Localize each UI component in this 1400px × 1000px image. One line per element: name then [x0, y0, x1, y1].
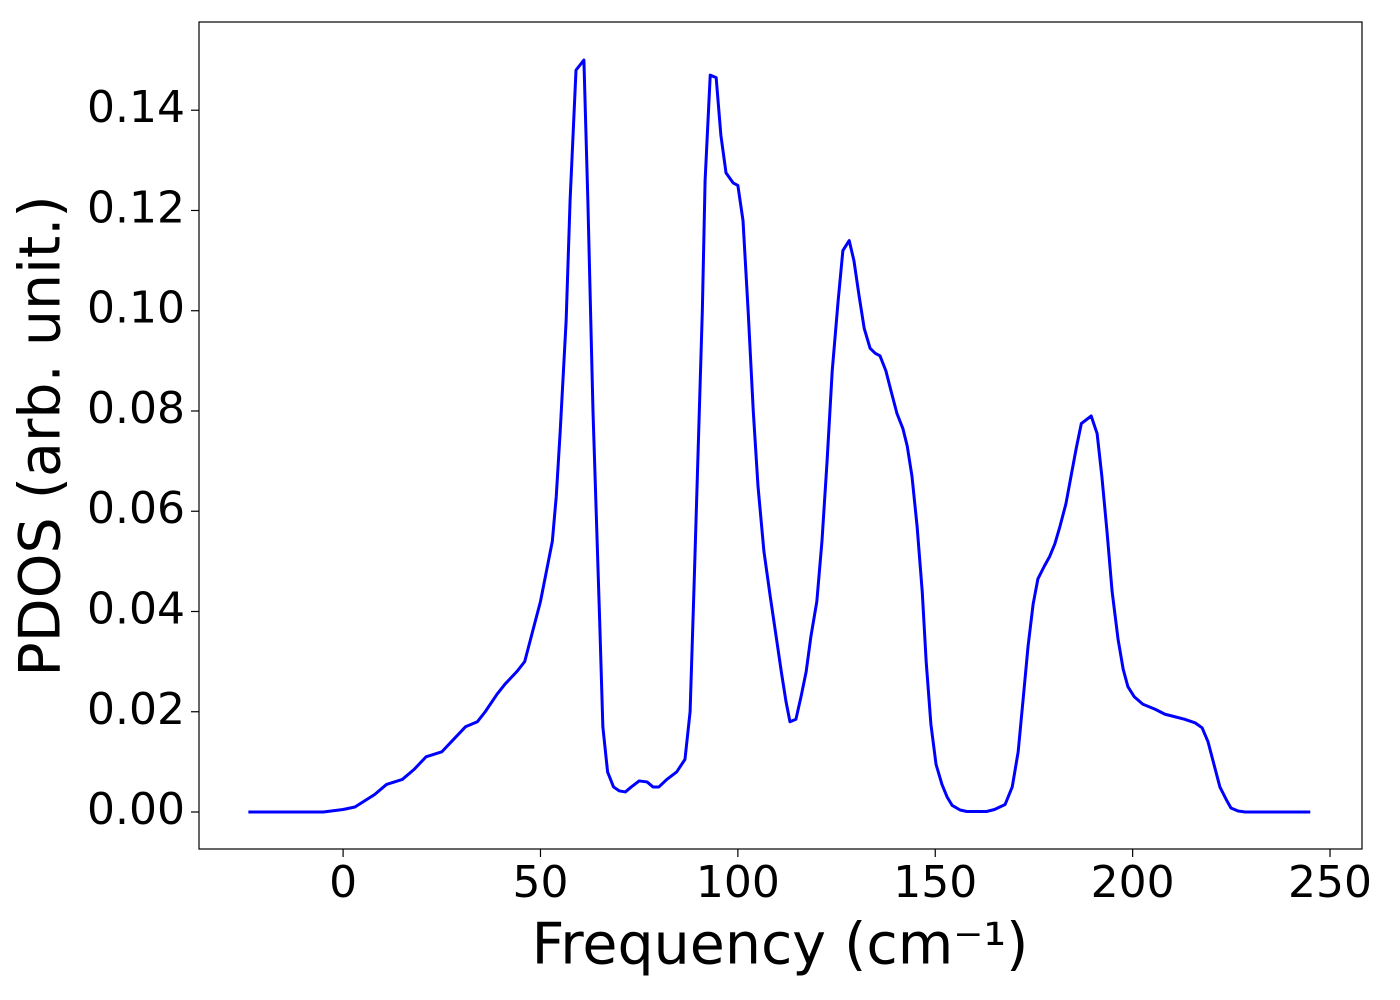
- x-tick-label: 150: [893, 857, 977, 908]
- y-tick-label: 0.08: [87, 383, 185, 434]
- y-tick-label: 0.10: [87, 283, 185, 334]
- y-tick-label: 0.00: [87, 784, 185, 835]
- y-tick-label: 0.04: [87, 583, 185, 634]
- x-tick-label: 200: [1091, 857, 1175, 908]
- plot-frame: [198, 21, 1363, 850]
- y-tick-label: 0.02: [87, 684, 185, 735]
- y-tick-label: 0.06: [87, 483, 185, 534]
- y-tick-label: 0.12: [87, 182, 185, 233]
- data-line: [248, 58, 1311, 814]
- y-tick-label: 0.14: [87, 82, 185, 133]
- x-tick-label: 50: [512, 857, 568, 908]
- x-tick-label: 250: [1288, 857, 1372, 908]
- x-tick-label: 0: [329, 857, 357, 908]
- x-tick-label: 100: [696, 857, 780, 908]
- x-axis-label: Frequency (cm⁻¹): [532, 912, 1029, 978]
- y-axis-label: PDOS (arb. unit.): [8, 195, 74, 676]
